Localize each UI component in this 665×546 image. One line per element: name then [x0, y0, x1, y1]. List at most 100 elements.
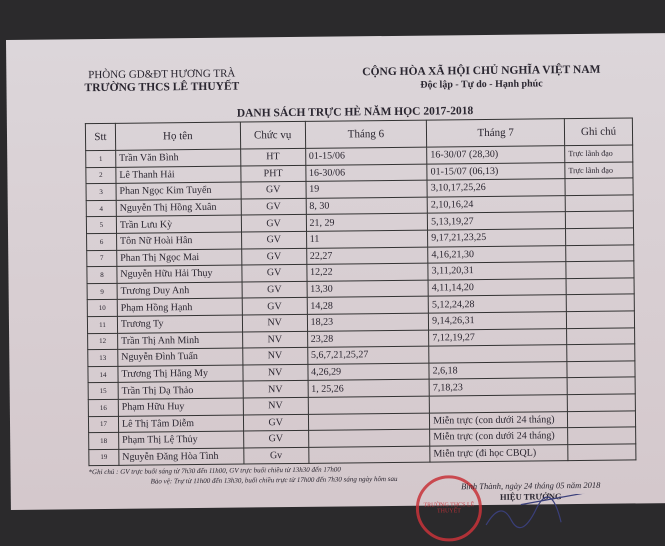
row-number-cell: 8 — [86, 266, 117, 284]
position-cell: GV — [241, 247, 307, 266]
column-header: Stt — [85, 123, 116, 151]
position-cell: GV — [241, 297, 307, 315]
june-days-cell: 16-30/06 — [305, 163, 428, 182]
remark-cell — [565, 244, 634, 262]
july-days-cell: 5,13,19,27 — [427, 212, 566, 231]
position-cell: GV — [243, 413, 309, 432]
full-name-cell: Phạm Thị Lệ Thủy — [118, 431, 244, 450]
position-cell: GV — [243, 430, 309, 448]
row-number-cell: 3 — [86, 183, 117, 201]
position-cell: GV — [240, 181, 306, 199]
june-days-cell: 21, 29 — [305, 213, 428, 232]
position-cell: PHT — [240, 164, 306, 183]
row-number-cell: 9 — [87, 283, 118, 301]
position-cell: HT — [240, 148, 306, 166]
july-days-cell: 4,11,14,20 — [428, 278, 567, 297]
full-name-cell: Trương Duy Anh — [116, 281, 242, 300]
full-name-cell: Phạm Hồng Hạnh — [117, 298, 243, 317]
remark-cell — [566, 344, 635, 362]
full-name-cell: Trần Thị Anh Minh — [117, 331, 243, 350]
row-number-cell: 11 — [87, 316, 118, 334]
full-name-cell: Tôn Nữ Hoài Hân — [116, 232, 242, 250]
remark-cell — [565, 227, 634, 246]
row-number-cell: 7 — [86, 249, 117, 267]
school-name: TRƯỜNG THCS LÊ THUYẾT — [84, 80, 240, 95]
june-days-cell — [307, 395, 430, 414]
july-days-cell: 7,12,19,27 — [428, 328, 567, 347]
row-number-cell: 14 — [87, 366, 119, 383]
remark-cell — [565, 178, 634, 196]
july-days-cell: 3,10,17,25,26 — [427, 178, 566, 197]
june-days-cell: 22,27 — [306, 246, 429, 265]
july-days-cell — [428, 344, 567, 363]
row-number-cell: 17 — [88, 415, 119, 433]
footnote: *Ghi chú : GV trực buổi sáng từ 7h30 đến… — [88, 464, 397, 487]
remark-cell — [565, 211, 634, 229]
position-cell: GV — [241, 281, 307, 299]
july-days-cell: 9,17,21,23,25 — [427, 228, 566, 247]
june-days-cell: 8, 30 — [305, 196, 428, 215]
row-number-cell: 6 — [86, 233, 117, 251]
full-name-cell: Trần Văn Bình — [115, 149, 241, 167]
june-days-cell: 19 — [305, 180, 428, 199]
july-days-cell: 01-15/07 (06,13) — [426, 162, 566, 181]
july-days-cell: 9,14,26,31 — [428, 311, 567, 330]
position-cell: NV — [242, 380, 308, 398]
remark-cell — [566, 277, 635, 295]
july-days-cell: 7,18,23 — [429, 377, 568, 396]
july-days-cell: Miễn trực (con dưới 24 tháng) — [429, 427, 568, 446]
remark-cell — [565, 261, 635, 279]
full-name-cell: Trần Thị Dạ Thảo — [118, 381, 244, 400]
position-cell: GV — [240, 198, 306, 216]
remark-cell — [566, 310, 635, 329]
july-days-cell: Miễn trực (con dưới 24 tháng) — [429, 411, 568, 430]
document-page: PHÒNG GD&ĐT HƯƠNG TRÀ TRƯỜNG THCS LÊ THU… — [6, 33, 665, 542]
column-header: Ghi chú — [564, 117, 633, 146]
row-number-cell: 2 — [85, 166, 116, 184]
full-name-cell: Trương Thị Hằng My — [117, 364, 243, 383]
row-number-cell: 10 — [87, 299, 118, 317]
remark-cell — [566, 360, 636, 378]
remark-cell — [567, 377, 636, 395]
remark-cell — [567, 393, 636, 412]
row-number-cell: 13 — [87, 349, 118, 367]
june-days-cell: 18,23 — [306, 313, 429, 331]
row-number-cell: 19 — [88, 449, 119, 466]
july-days-cell: 3,11,20,31 — [428, 261, 567, 280]
full-name-cell: Phạm Hữu Huy — [118, 397, 244, 416]
full-name-cell: Nguyễn Hữu Hải Thụy — [116, 265, 242, 284]
column-header: Tháng 7 — [426, 118, 565, 148]
july-days-cell: 4,16,21,30 — [427, 245, 566, 264]
column-header: Họ tên — [115, 122, 241, 151]
row-number-cell: 12 — [87, 332, 118, 350]
row-number-cell: 15 — [88, 382, 119, 400]
remark-cell — [566, 327, 635, 345]
june-days-cell — [308, 429, 430, 448]
stamp-text: TRƯỜNG THCS LÊ THUYẾT — [423, 502, 475, 515]
july-days-cell: Miễn trực (đi học CBQL) — [429, 444, 569, 463]
july-days-cell: 16-30/07 (28,30) — [426, 145, 565, 164]
row-number-cell: 16 — [88, 399, 119, 417]
position-cell: NV — [242, 314, 308, 332]
july-days-cell: 5,12,24,28 — [428, 294, 567, 314]
row-number-cell: 4 — [86, 200, 117, 218]
issuer-header: PHÒNG GD&ĐT HƯƠNG TRÀ TRƯỜNG THCS LÊ THU… — [84, 68, 239, 96]
june-days-cell: 01-15/06 — [305, 147, 427, 165]
remark-cell — [567, 427, 636, 445]
handwritten-signature — [485, 493, 591, 529]
position-cell: GV — [241, 231, 307, 249]
row-number-cell: 5 — [86, 216, 117, 234]
july-days-cell: 2,6,18 — [429, 361, 568, 380]
full-name-cell: Trương Ty — [117, 314, 243, 333]
position-cell: NV — [242, 364, 308, 382]
full-name-cell: Lê Thanh Hải — [115, 165, 241, 184]
june-days-cell: 13,30 — [306, 279, 429, 298]
remark-cell — [565, 194, 634, 213]
position-cell: GV — [241, 264, 307, 282]
june-days-cell: 1, 25,26 — [307, 379, 430, 398]
row-number-cell: 18 — [88, 432, 119, 450]
remark-cell — [566, 294, 635, 312]
june-days-cell: 14,28 — [306, 296, 429, 315]
june-days-cell: 5,6,7,21,25,27 — [307, 346, 430, 365]
column-header: Tháng 6 — [304, 120, 427, 149]
